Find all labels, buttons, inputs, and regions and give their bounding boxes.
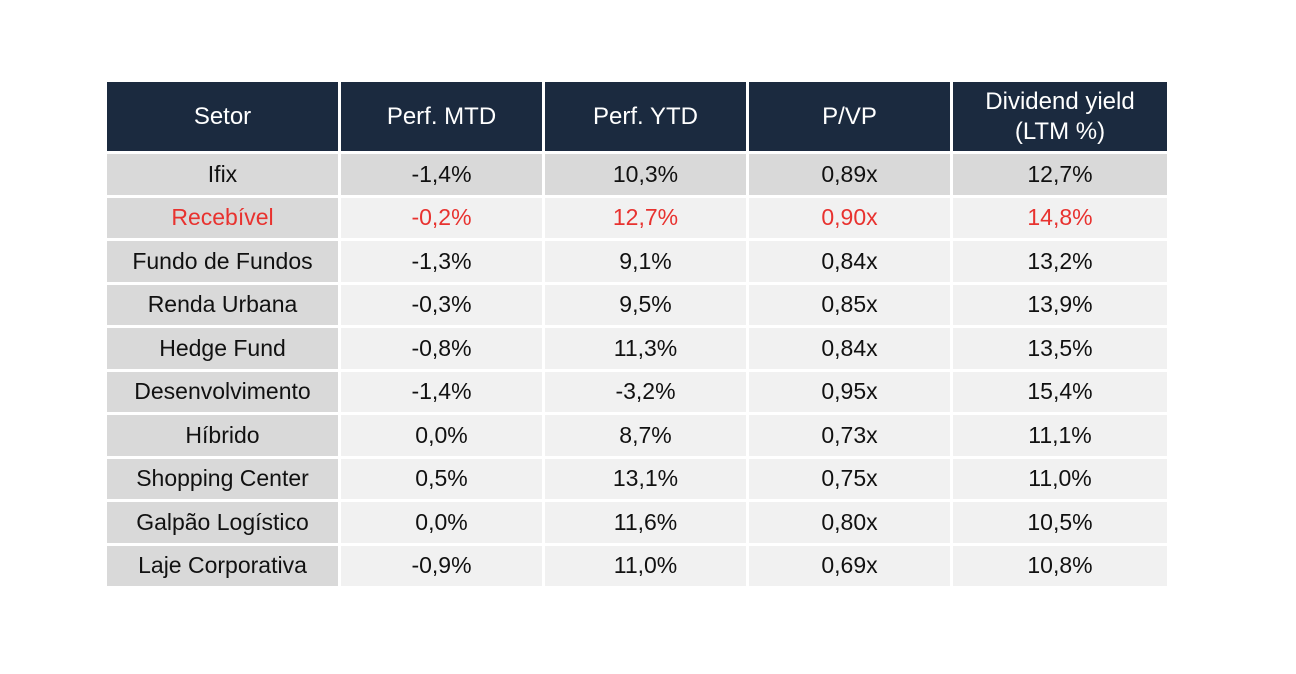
cell-setor: Hedge Fund [107,328,338,369]
cell-dividend-yield: 13,2% [953,241,1167,282]
table-row: Laje Corporativa -0,9% 11,0% 0,69x 10,8% [107,545,1167,586]
table-body: Ifix -1,4% 10,3% 0,89x 12,7% Recebível -… [107,154,1167,586]
header-setor: Setor [107,82,338,151]
cell-dividend-yield: 13,5% [953,328,1167,369]
cell-setor: Renda Urbana [107,284,338,325]
sector-performance-table-container: Setor Perf. MTD Perf. YTD P/VP Dividend … [107,82,1167,586]
table-row: Hedge Fund -0,8% 11,3% 0,84x 13,5% [107,328,1167,369]
table-row: Renda Urbana -0,3% 9,5% 0,85x 13,9% [107,284,1167,325]
cell-perf-ytd: 9,5% [545,284,746,325]
table-header: Setor Perf. MTD Perf. YTD P/VP Dividend … [107,82,1167,151]
header-dividend-yield: Dividend yield (LTM %) [953,82,1167,151]
cell-perf-mtd: -0,2% [341,197,542,238]
cell-p-vp: 0,69x [749,545,950,586]
table-row: Ifix -1,4% 10,3% 0,89x 12,7% [107,154,1167,195]
header-p-vp: P/VP [749,82,950,151]
cell-p-vp: 0,85x [749,284,950,325]
table-row-highlighted: Recebível -0,2% 12,7% 0,90x 14,8% [107,197,1167,238]
cell-setor: Recebível [107,197,338,238]
cell-setor: Fundo de Fundos [107,241,338,282]
cell-dividend-yield: 12,7% [953,154,1167,195]
cell-perf-ytd: 12,7% [545,197,746,238]
header-row: Setor Perf. MTD Perf. YTD P/VP Dividend … [107,82,1167,151]
cell-perf-mtd: -1,4% [341,154,542,195]
cell-p-vp: 0,75x [749,458,950,499]
cell-perf-mtd: 0,5% [341,458,542,499]
cell-perf-mtd: -0,3% [341,284,542,325]
cell-perf-ytd: 8,7% [545,415,746,456]
table-row: Híbrido 0,0% 8,7% 0,73x 11,1% [107,415,1167,456]
cell-setor: Ifix [107,154,338,195]
cell-dividend-yield: 14,8% [953,197,1167,238]
table-row: Fundo de Fundos -1,3% 9,1% 0,84x 13,2% [107,241,1167,282]
cell-dividend-yield: 11,1% [953,415,1167,456]
header-dividend-yield-line1: Dividend yield [985,87,1135,115]
header-dividend-yield-text: Dividend yield (LTM %) [985,87,1134,147]
cell-setor: Shopping Center [107,458,338,499]
cell-dividend-yield: 10,8% [953,545,1167,586]
cell-dividend-yield: 11,0% [953,458,1167,499]
cell-dividend-yield: 15,4% [953,371,1167,412]
cell-perf-ytd: -3,2% [545,371,746,412]
table-row: Desenvolvimento -1,4% -3,2% 0,95x 15,4% [107,371,1167,412]
cell-perf-ytd: 11,3% [545,328,746,369]
cell-perf-mtd: -1,3% [341,241,542,282]
cell-setor: Híbrido [107,415,338,456]
cell-p-vp: 0,90x [749,197,950,238]
table-row: Galpão Logístico 0,0% 11,6% 0,80x 10,5% [107,502,1167,543]
header-perf-mtd: Perf. MTD [341,82,542,151]
cell-perf-mtd: -0,9% [341,545,542,586]
cell-setor: Galpão Logístico [107,502,338,543]
sector-performance-table: Setor Perf. MTD Perf. YTD P/VP Dividend … [104,79,1170,589]
table-row: Shopping Center 0,5% 13,1% 0,75x 11,0% [107,458,1167,499]
cell-p-vp: 0,95x [749,371,950,412]
cell-p-vp: 0,84x [749,328,950,369]
cell-p-vp: 0,80x [749,502,950,543]
cell-perf-mtd: -0,8% [341,328,542,369]
cell-perf-mtd: 0,0% [341,415,542,456]
cell-dividend-yield: 10,5% [953,502,1167,543]
cell-dividend-yield: 13,9% [953,284,1167,325]
cell-p-vp: 0,84x [749,241,950,282]
cell-p-vp: 0,89x [749,154,950,195]
cell-perf-mtd: 0,0% [341,502,542,543]
cell-setor: Desenvolvimento [107,371,338,412]
header-perf-ytd: Perf. YTD [545,82,746,151]
cell-perf-mtd: -1,4% [341,371,542,412]
cell-perf-ytd: 11,0% [545,545,746,586]
cell-setor: Laje Corporativa [107,545,338,586]
cell-perf-ytd: 11,6% [545,502,746,543]
cell-perf-ytd: 10,3% [545,154,746,195]
cell-perf-ytd: 9,1% [545,241,746,282]
header-dividend-yield-line2: (LTM %) [1014,117,1106,145]
cell-p-vp: 0,73x [749,415,950,456]
cell-perf-ytd: 13,1% [545,458,746,499]
